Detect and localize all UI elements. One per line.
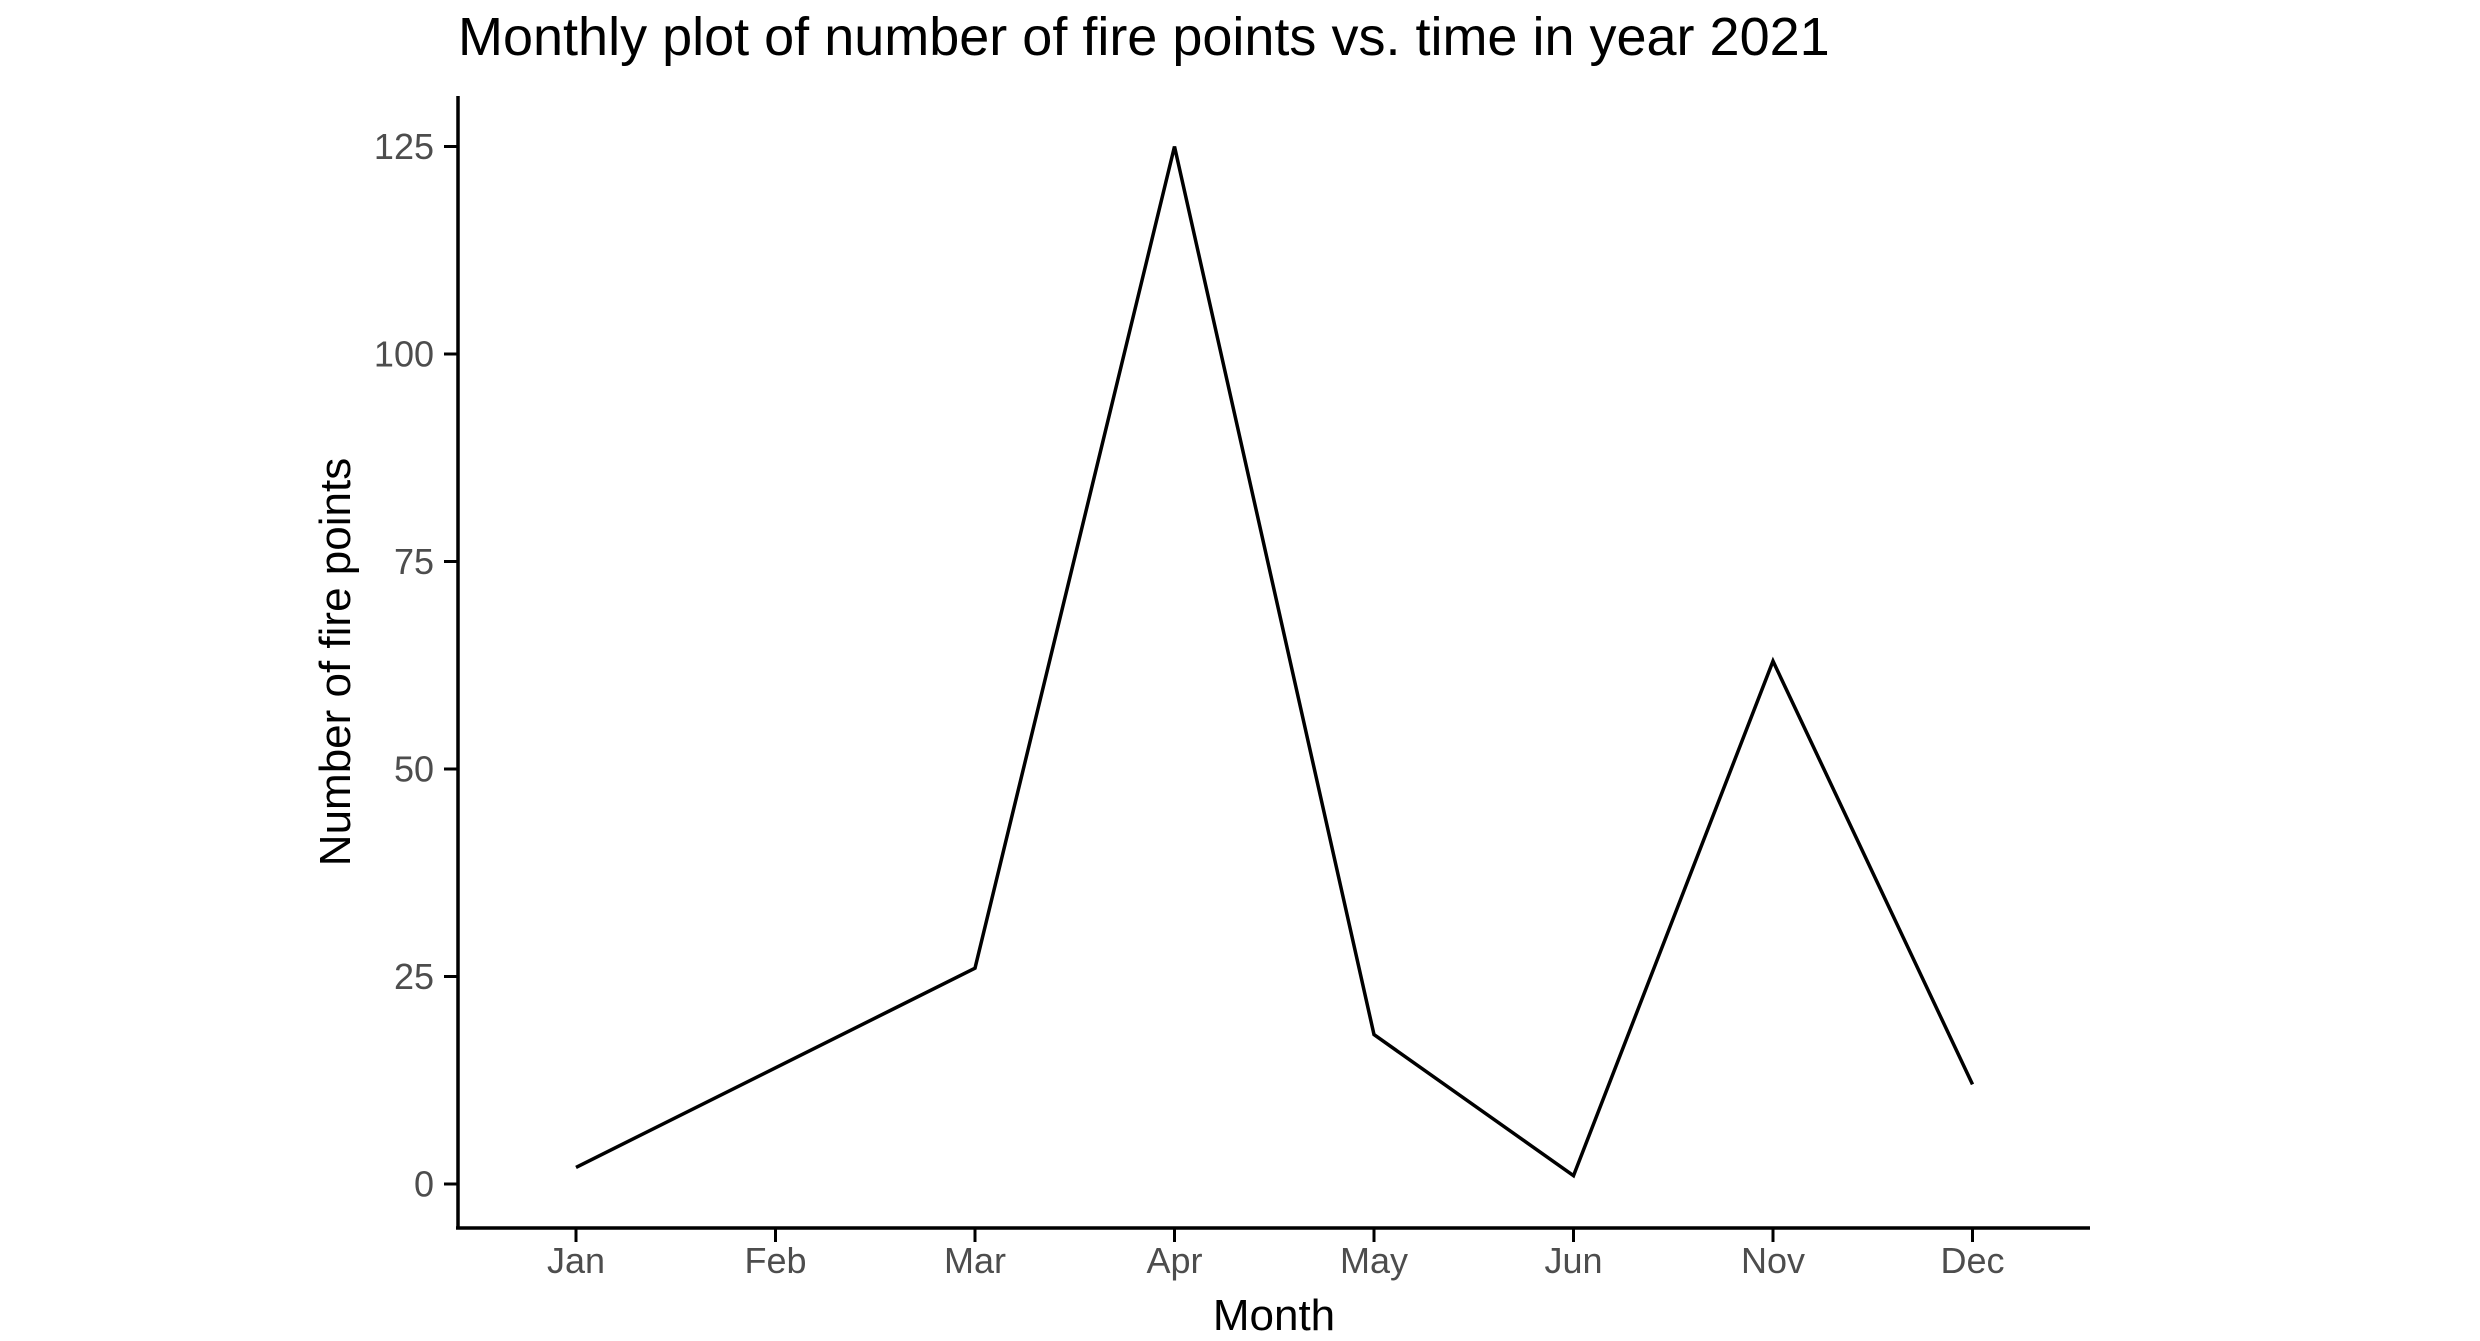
y-tick-label: 125: [374, 126, 434, 167]
series-layer: [575, 146, 1975, 1179]
x-axis-title: Month: [1213, 1291, 1335, 1340]
series-line: [575, 146, 1975, 1179]
x-axis-ticks: Jan Feb Mar Apr May Jun Nov Dec: [547, 1228, 2005, 1281]
chart-title: Monthly plot of number of fire points vs…: [458, 7, 1830, 67]
x-tick-label: Jan: [547, 1240, 605, 1281]
x-tick-label: Apr: [1146, 1240, 1202, 1281]
x-tick-label: Feb: [744, 1240, 806, 1281]
y-tick-label: 100: [374, 334, 434, 375]
y-axis-ticks: 0 25 50 75 100 125: [374, 126, 458, 1205]
y-tick-label: 25: [394, 956, 434, 997]
x-tick-label: May: [1340, 1240, 1408, 1281]
y-axis-title: Number of fire points: [311, 458, 360, 866]
x-tick-label: Dec: [1940, 1240, 2004, 1281]
x-tick-label: Jun: [1544, 1240, 1602, 1281]
y-tick-label: 75: [394, 541, 434, 582]
x-tick-label: Nov: [1741, 1240, 1805, 1281]
y-tick-label: 50: [394, 749, 434, 790]
y-tick-label: 0: [414, 1164, 434, 1205]
x-tick-label: Mar: [944, 1240, 1006, 1281]
